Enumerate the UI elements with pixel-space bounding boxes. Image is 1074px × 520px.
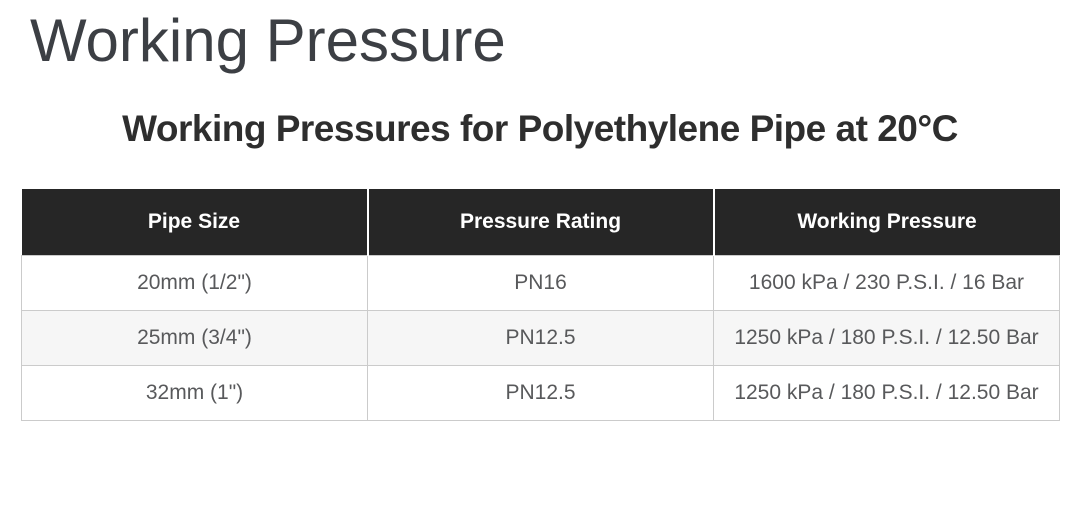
subtitle-container: Working Pressures for Polyethylene Pipe … (21, 107, 1059, 151)
table-row-32mm: 32mm (1") PN12.5 1250 kPa / 180 P.S.I. /… (21, 364, 1060, 421)
column-header-pressure-rating: Pressure Rating (366, 189, 714, 256)
table-title: Working Pressures for Polyethylene Pipe … (122, 108, 958, 149)
table-row-25mm: 25mm (3/4") PN12.5 1250 kPa / 180 P.S.I.… (21, 309, 1060, 366)
column-header-pipe-size: Pipe Size (21, 189, 368, 256)
cell-pressure-rating: PN12.5 (367, 309, 714, 366)
page-title: Working Pressure (30, 7, 506, 74)
table-header-row: Pipe Size Pressure Rating Working Pressu… (21, 189, 1060, 256)
cell-pipe-size: 25mm (3/4") (21, 309, 368, 366)
cell-text: 1250 kPa / 180 P.S.I. / 12.50 Bar (734, 380, 1039, 404)
cell-text: PN16 (514, 270, 567, 294)
cell-text: 25mm (3/4") (137, 325, 252, 349)
cell-working-pressure: 1250 kPa / 180 P.S.I. / 12.50 Bar (713, 364, 1060, 421)
cell-text: 20mm (1/2") (137, 270, 252, 294)
cell-working-pressure: 1600 kPa / 230 P.S.I. / 16 Bar (713, 254, 1060, 311)
cell-text: 1600 kPa / 230 P.S.I. / 16 Bar (748, 270, 1025, 294)
cell-pipe-size: 20mm (1/2") (21, 254, 368, 311)
cell-pressure-rating: PN16 (367, 254, 714, 311)
cell-pressure-rating: PN12.5 (367, 364, 714, 421)
page: Working Pressure Working Pressures for P… (0, 6, 1074, 520)
cell-text: 32mm (1") (145, 380, 244, 404)
cell-text: 1250 kPa / 180 P.S.I. / 12.50 Bar (734, 325, 1039, 349)
cell-text: PN12.5 (505, 380, 576, 404)
cell-working-pressure: 1250 kPa / 180 P.S.I. / 12.50 Bar (713, 309, 1060, 366)
cell-text: PN12.5 (505, 325, 576, 349)
table-row-20mm: 20mm (1/2") PN16 1600 kPa / 230 P.S.I. /… (21, 254, 1060, 311)
cell-pipe-size: 32mm (1") (21, 364, 368, 421)
column-header-working-pressure: Working Pressure (712, 189, 1060, 256)
working-pressure-table: Pipe Size Pressure Rating Working Pressu… (21, 189, 1060, 421)
